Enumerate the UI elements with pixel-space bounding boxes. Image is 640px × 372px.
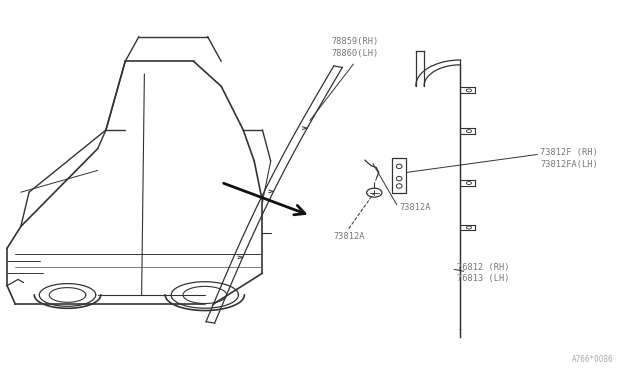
Bar [392,158,406,193]
Text: 73812F (RH)
73812FA(LH): 73812F (RH) 73812FA(LH) [540,148,598,169]
Text: A766*0086: A766*0086 [572,355,614,364]
Text: 73812A: 73812A [333,232,365,241]
Text: 78859(RH)
78860(LH): 78859(RH) 78860(LH) [332,37,379,58]
Text: 76812 (RH)
76813 (LH): 76812 (RH) 76813 (LH) [458,263,510,283]
Text: 73812A: 73812A [400,203,431,212]
